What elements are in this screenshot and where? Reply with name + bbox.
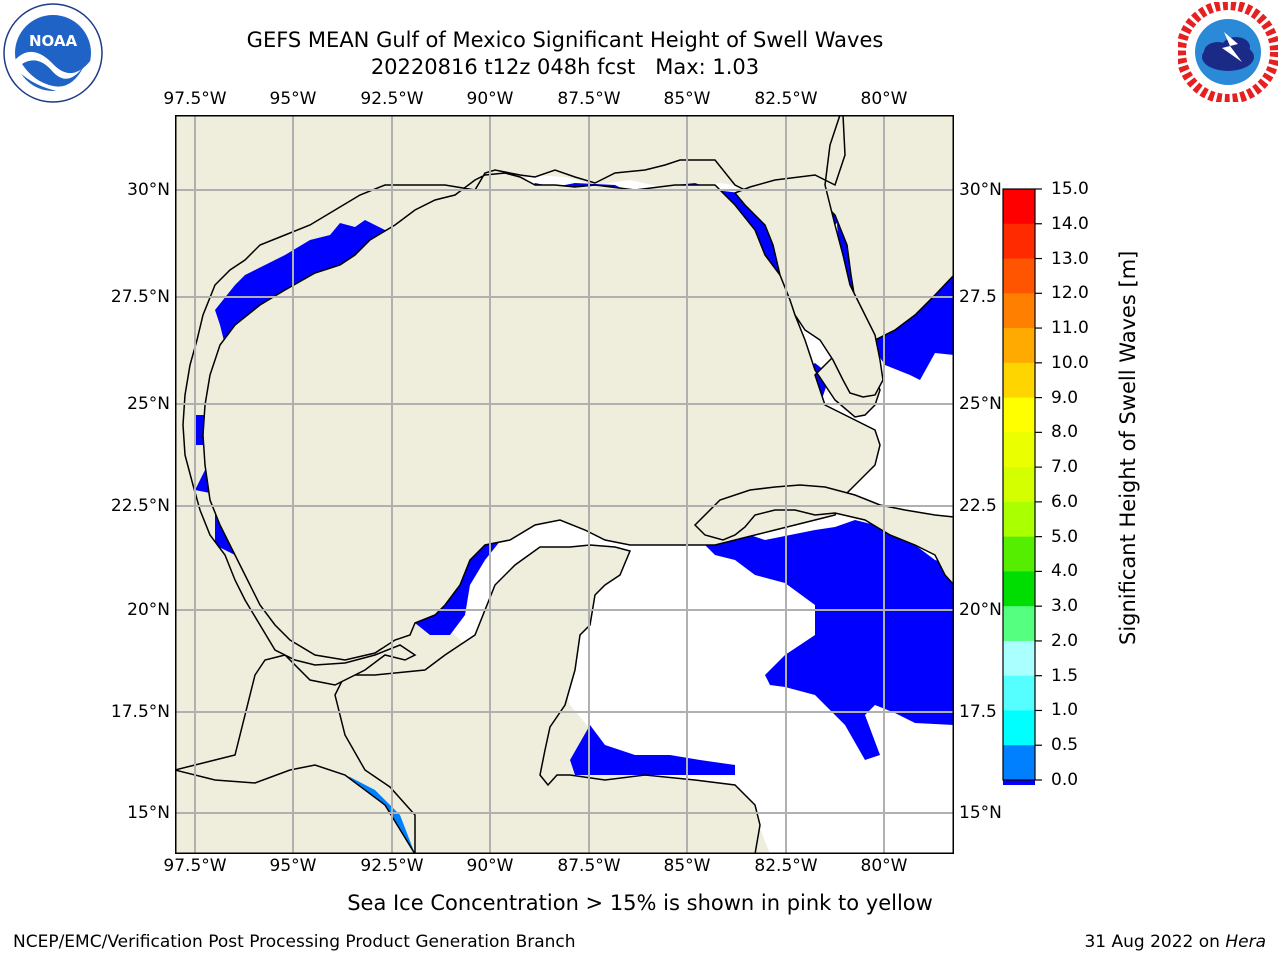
yucatan-land [175,544,761,854]
colorbar-swatch [1003,745,1035,781]
lat-tick-left: 17.5°N [110,702,170,722]
footer-credit: NCEP/EMC/Verification Post Processing Pr… [13,932,576,952]
colorbar-tick-label: 4.0 [1051,561,1079,582]
lat-tick-left: 22.5°N [110,496,170,516]
colorbar-swatch [1003,362,1035,399]
gulf-of-mexico-map [175,115,954,854]
footer-host: Hera [1225,932,1266,952]
colorbar-tick-label: 13.0 [1051,248,1089,269]
colorbar-swatch [1003,258,1035,294]
lat-tick-left: 27.5°N [110,287,170,307]
lon-tick-bottom: 92.5°W [360,856,424,876]
colorbar-tick-label: 12.0 [1051,283,1089,304]
cuba-land [693,484,954,587]
colorbar-swatch [1003,397,1035,433]
chart-subtitle: 20220816 t12z 048h fcst Max: 1.03 [370,55,760,79]
colorbar-swatch [1003,780,1035,785]
colorbar-tick-label: 5.0 [1051,526,1079,547]
lon-tick-bottom: 85°W [663,856,711,876]
lon-tick-bottom: 95°W [269,856,317,876]
colorbar-swatch [1003,293,1035,329]
colorbar-frame [1002,188,1036,781]
lat-tick-right: 27.5 [959,287,997,307]
colorbar-swatch [1003,571,1035,607]
noaa-logo: NOAA [3,3,103,103]
colorbar-tick-label: 1.5 [1051,665,1079,686]
lon-tick-bottom: 97.5°W [163,856,227,876]
colorbar-tick-label: 10.0 [1051,352,1089,373]
colorbar-tick-label: 3.0 [1051,596,1079,617]
colorbar-swatch [1003,675,1035,711]
lat-tick-right: 25°N [959,394,1002,414]
colorbar-tick-label: 7.0 [1051,457,1079,478]
lat-tick-right: 15°N [959,803,1002,823]
lon-tick-top: 90°W [466,89,514,109]
colorbar-tick-label: 2.0 [1051,630,1079,651]
sea-ice-note: Sea Ice Concentration > 15% is shown in … [347,891,933,915]
colorbar-swatch [1003,328,1035,364]
colorbar-tick-label: 6.0 [1051,491,1079,512]
lon-tick-top: 82.5°W [754,89,818,109]
lat-tick-right: 17.5 [959,702,997,722]
honduras-swell-blue [570,725,735,775]
colorbar-label: Significant Height of Swell Waves [m] [1116,250,1140,645]
colorbar-tick-label: 11.0 [1051,318,1089,339]
colorbar-swatch [1003,189,1035,225]
lat-tick-left: 25°N [127,394,170,414]
lon-tick-bottom: 82.5°W [754,856,818,876]
lon-tick-bottom: 80°W [860,856,908,876]
lat-tick-left: 20°N [127,600,170,620]
lon-tick-top: 97.5°W [163,89,227,109]
lon-tick-bottom: 87.5°W [557,856,621,876]
lat-tick-right: 22.5 [959,496,997,516]
lon-tick-top: 80°W [860,89,908,109]
colorbar-swatch [1003,710,1035,746]
graticule [175,115,954,854]
noaa-logo-text: NOAA [29,32,78,50]
colorbar-tick-label: 15.0 [1051,179,1089,199]
colorbar-swatch [1003,501,1035,538]
colorbar-tick-label: 0.0 [1051,770,1079,790]
colorbar-swatch [1003,432,1035,468]
lat-tick-left: 15°N [127,803,170,823]
lat-tick-right: 20°N [959,600,1002,620]
colorbar-swatch [1003,606,1035,642]
map-frame [175,115,954,854]
lon-tick-top: 95°W [269,89,317,109]
colorbar [1002,188,1042,785]
colorbar-tick-label: 8.0 [1051,422,1079,443]
caribbean-swell-blue [695,520,954,760]
colorbar-tick-label: 1.0 [1051,700,1079,721]
colorbar-tick-label: 14.0 [1051,213,1089,234]
mexico-land [175,115,954,771]
lon-tick-top: 87.5°W [557,89,621,109]
lon-tick-bottom: 90°W [466,856,514,876]
colorbar-swatch [1003,223,1035,260]
colorbar-tick-label: 0.5 [1051,735,1079,756]
florida-land [733,115,954,398]
colorbar-swatch [1003,467,1035,503]
nws-logo [1178,2,1278,102]
footer-date-text: 31 Aug 2022 on [1084,932,1226,952]
lat-tick-left: 30°N [127,180,170,200]
footer-date: 31 Aug 2022 on Hera [1084,932,1266,952]
lon-tick-top: 92.5°W [360,89,424,109]
colorbar-swatch [1003,640,1035,677]
lat-tick-right: 30°N [959,180,1002,200]
colorbar-tick-label: 9.0 [1051,387,1079,408]
colorbar-swatch [1003,536,1035,572]
lon-tick-top: 85°W [663,89,711,109]
chart-title: GEFS MEAN Gulf of Mexico Significant Hei… [246,28,884,52]
